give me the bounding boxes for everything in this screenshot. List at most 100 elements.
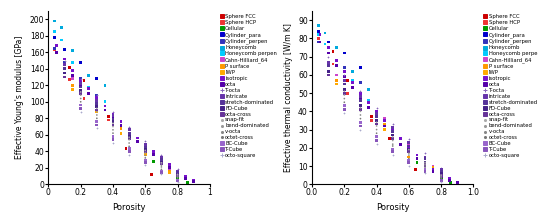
X-axis label: Porosity: Porosity <box>376 203 409 212</box>
Point <box>453 181 462 184</box>
Point <box>76 103 85 107</box>
Point <box>405 148 413 151</box>
Point <box>84 85 93 89</box>
Point <box>65 65 74 69</box>
Point <box>122 147 130 151</box>
Point <box>445 177 454 180</box>
Point <box>421 168 429 171</box>
Point <box>324 55 332 58</box>
Point <box>60 63 69 66</box>
Point <box>141 149 150 153</box>
Point <box>101 104 109 108</box>
Point <box>445 179 454 182</box>
Point <box>125 128 133 132</box>
Point <box>125 141 133 145</box>
Point <box>380 128 389 131</box>
Point <box>340 104 349 108</box>
Point <box>340 108 349 111</box>
Point <box>437 173 445 177</box>
Point <box>173 178 182 182</box>
Point <box>429 166 437 170</box>
Point <box>51 36 59 39</box>
Point <box>405 153 413 157</box>
Point <box>388 153 397 157</box>
Point <box>141 140 150 143</box>
Point <box>340 89 349 93</box>
Point <box>372 121 381 124</box>
Point <box>68 83 77 87</box>
Point <box>421 151 429 155</box>
Point <box>93 107 101 110</box>
Point <box>141 159 150 162</box>
Point <box>125 137 133 141</box>
Point <box>157 168 166 171</box>
Point <box>437 177 445 180</box>
Point <box>109 112 117 116</box>
Point <box>80 97 88 100</box>
Point <box>356 104 365 108</box>
Point <box>141 150 150 154</box>
Point <box>421 170 429 173</box>
Point <box>356 110 365 113</box>
Point <box>316 40 324 44</box>
Point <box>405 146 413 150</box>
Point <box>68 74 77 77</box>
Point <box>165 168 174 171</box>
Point <box>141 148 150 151</box>
Point <box>437 177 445 180</box>
Point <box>76 90 85 94</box>
Point <box>437 172 445 175</box>
Point <box>356 117 365 120</box>
Y-axis label: Effective Young's modulus [GPa]: Effective Young's modulus [GPa] <box>15 36 24 159</box>
Point <box>437 166 445 170</box>
Point <box>329 50 337 53</box>
Point <box>340 93 349 97</box>
Point <box>173 172 182 176</box>
Point <box>101 83 109 87</box>
Point <box>314 33 323 37</box>
Point <box>52 51 61 54</box>
Point <box>173 168 182 171</box>
X-axis label: Porosity: Porosity <box>112 203 146 212</box>
Point <box>157 159 166 163</box>
Point <box>437 173 445 177</box>
Point <box>372 128 381 131</box>
Point <box>189 180 198 184</box>
Point <box>421 163 429 166</box>
Point <box>372 119 381 122</box>
Point <box>356 106 365 109</box>
Point <box>157 165 166 169</box>
Point <box>141 145 150 149</box>
Point <box>65 78 74 81</box>
Point <box>93 113 101 117</box>
Point <box>104 115 112 118</box>
Point <box>356 99 365 102</box>
Point <box>364 101 373 104</box>
Point <box>429 168 437 171</box>
Point <box>356 80 365 84</box>
Point <box>340 101 349 104</box>
Point <box>388 135 397 139</box>
Point <box>367 115 376 119</box>
Point <box>165 171 174 174</box>
Point <box>101 100 109 104</box>
Point <box>437 175 445 179</box>
Point <box>104 118 112 122</box>
Point <box>125 149 133 153</box>
Point <box>149 159 158 163</box>
Point <box>141 153 150 156</box>
Point <box>340 75 349 79</box>
Point <box>173 174 182 178</box>
Point <box>321 42 329 46</box>
Point <box>372 142 381 146</box>
Point <box>125 128 133 132</box>
Point <box>157 161 166 165</box>
Point <box>76 60 85 64</box>
Point <box>60 71 69 75</box>
Point <box>348 80 357 84</box>
Point <box>405 164 413 168</box>
Point <box>372 115 381 119</box>
Point <box>93 104 101 108</box>
Point <box>109 138 117 141</box>
Point <box>348 86 357 89</box>
